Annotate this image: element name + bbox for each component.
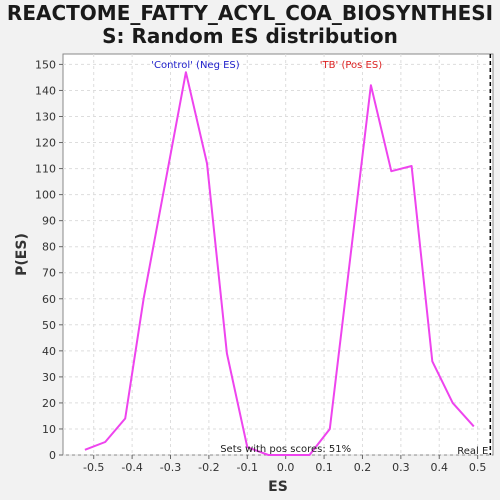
- grid: [63, 54, 493, 456]
- y-tick-label: 140: [35, 84, 56, 97]
- axes: 0 10 20 30 40 50 60 70 80 90 100 110 120 130 140 150 -0.…: [35, 58, 486, 474]
- y-tick-label: 30: [42, 371, 56, 384]
- x-tick-label: -0.1: [237, 461, 258, 474]
- y-tick-label: 50: [42, 319, 56, 332]
- x-tick-label: -0.5: [83, 461, 104, 474]
- x-tick-label: 0.4: [431, 461, 449, 474]
- y-tick-label: 150: [35, 58, 56, 71]
- y-tick-label: 0: [49, 449, 56, 462]
- y-axis-label: P(ES): [14, 233, 30, 276]
- neg-es-label: 'Control' (Neg ES): [151, 60, 240, 71]
- plot-area: [62, 53, 494, 456]
- y-tick-label: 20: [42, 397, 56, 410]
- x-tick-label: 0.5: [469, 461, 487, 474]
- y-tick-label: 70: [42, 267, 56, 280]
- x-tick-label: -0.4: [121, 461, 142, 474]
- y-tick-label: 90: [42, 215, 56, 228]
- y-tick-label: 110: [35, 163, 56, 176]
- pos-scores-label: Sets with pos scores: 51%: [220, 444, 351, 455]
- series-line: [84, 71, 475, 456]
- y-tick-label: 80: [42, 241, 56, 254]
- x-axis-label: ES: [268, 479, 288, 495]
- x-tick-label: 0.2: [354, 461, 372, 474]
- pos-es-label: 'TB' (Pos ES): [320, 60, 382, 71]
- y-tick-label: 60: [42, 293, 56, 306]
- y-tick-label: 10: [42, 423, 56, 436]
- x-tick-label: 0.3: [392, 461, 410, 474]
- series-layer: [84, 54, 492, 456]
- x-tick-label: -0.3: [160, 461, 181, 474]
- annotations: 'Control' (Neg ES) 'TB' (Pos ES) Sets wi…: [151, 60, 488, 457]
- x-tick-label: 0.1: [315, 461, 333, 474]
- y-tick-label: 130: [35, 110, 56, 123]
- y-tick-label: 120: [35, 137, 56, 150]
- real-es-label: Real E: [457, 446, 488, 457]
- y-tick-label: 100: [35, 189, 56, 202]
- x-tick-label: -0.2: [198, 461, 219, 474]
- chart-title-line-1: REACTOME_FATTY_ACYL_COA_BIOSYNTHESI: [6, 2, 494, 25]
- y-tick-label: 40: [42, 345, 56, 358]
- x-tick-label: 0.0: [277, 461, 295, 474]
- chart-title: REACTOME_FATTY_ACYL_COA_BIOSYNTHESI S: R…: [0, 2, 500, 48]
- chart-title-line-2: S: Random ES distribution: [102, 24, 398, 48]
